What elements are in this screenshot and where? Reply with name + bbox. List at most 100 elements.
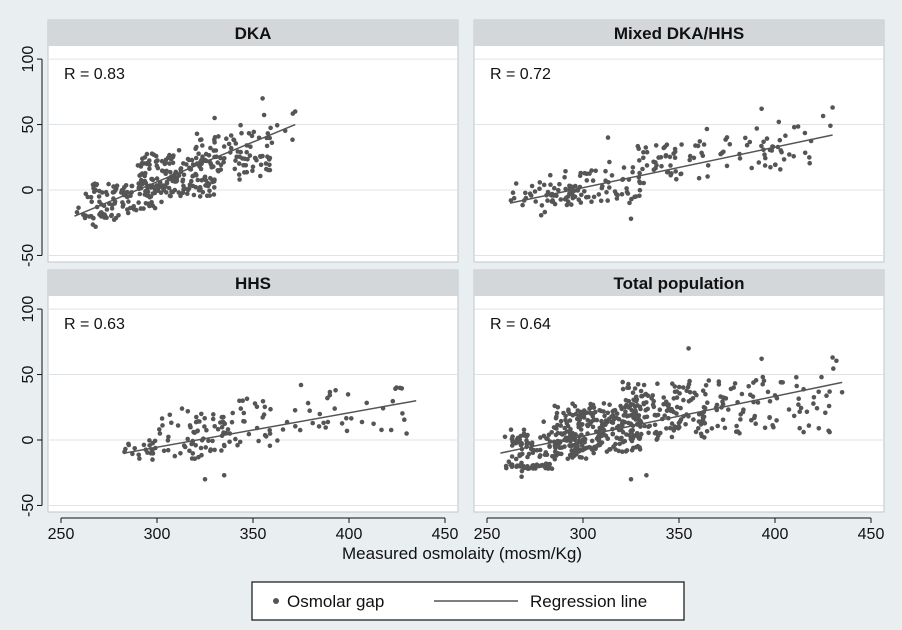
data-point xyxy=(222,421,228,427)
data-point xyxy=(298,382,304,388)
data-point xyxy=(599,422,605,428)
data-point xyxy=(180,190,186,196)
y-tick-label: 50 xyxy=(20,366,37,384)
data-point xyxy=(388,427,394,433)
data-point xyxy=(172,177,178,182)
data-point xyxy=(181,172,187,178)
plot-area xyxy=(47,269,459,513)
data-point xyxy=(202,424,207,429)
data-point xyxy=(795,124,801,129)
data-point xyxy=(611,444,616,449)
data-point xyxy=(178,193,183,199)
data-point xyxy=(519,468,525,474)
data-point xyxy=(604,420,610,425)
data-point xyxy=(681,397,686,403)
data-point xyxy=(185,191,190,196)
data-point xyxy=(591,194,597,200)
data-point xyxy=(262,404,268,410)
data-point xyxy=(97,212,102,217)
data-point xyxy=(122,185,127,190)
data-point xyxy=(584,178,590,183)
data-point xyxy=(634,413,639,418)
data-point xyxy=(198,445,204,451)
data-point xyxy=(178,451,183,456)
data-point xyxy=(774,395,780,401)
data-point xyxy=(691,417,696,422)
data-point xyxy=(150,177,156,183)
data-point xyxy=(764,136,770,141)
data-point xyxy=(543,450,549,455)
data-point xyxy=(820,113,826,119)
data-point xyxy=(700,153,706,158)
data-point xyxy=(570,455,575,460)
data-point xyxy=(633,444,639,450)
data-point xyxy=(260,399,266,404)
data-point xyxy=(626,381,631,387)
data-point xyxy=(193,443,198,448)
r-label: R = 0.64 xyxy=(490,316,551,333)
data-point xyxy=(674,404,680,410)
data-point xyxy=(132,446,137,451)
data-point xyxy=(196,151,201,156)
regression-line xyxy=(500,381,843,454)
data-point xyxy=(263,161,269,166)
data-point xyxy=(681,385,686,390)
data-point xyxy=(744,142,750,148)
data-point xyxy=(672,149,678,154)
data-point xyxy=(241,410,247,416)
data-point xyxy=(150,457,155,462)
data-point xyxy=(746,384,751,389)
data-point xyxy=(596,437,602,442)
data-point xyxy=(202,174,208,180)
data-point xyxy=(620,439,626,445)
data-point xyxy=(774,418,779,423)
data-point xyxy=(627,200,632,206)
data-point xyxy=(674,395,680,400)
data-point xyxy=(552,443,558,448)
data-point xyxy=(197,137,203,143)
data-point xyxy=(562,431,567,436)
data-point xyxy=(169,189,174,194)
data-point xyxy=(624,448,630,453)
data-point xyxy=(538,463,544,468)
data-point xyxy=(233,141,239,146)
data-point xyxy=(827,389,832,394)
data-point xyxy=(828,123,833,129)
x-tick-label: 300 xyxy=(144,526,171,543)
data-point xyxy=(513,181,519,186)
data-point xyxy=(628,477,634,482)
data-point xyxy=(635,403,640,408)
data-point xyxy=(551,425,557,430)
data-point xyxy=(90,182,96,187)
data-point xyxy=(559,451,564,457)
data-point xyxy=(521,431,527,436)
data-point xyxy=(240,398,245,404)
data-point xyxy=(619,192,625,197)
data-point xyxy=(529,183,535,189)
data-point xyxy=(804,409,810,415)
data-point xyxy=(638,388,644,394)
data-point xyxy=(620,379,625,385)
data-point xyxy=(607,159,612,165)
data-point xyxy=(644,163,650,168)
x-tick-label: 250 xyxy=(474,526,501,543)
legend-point-marker xyxy=(273,598,279,604)
data-point xyxy=(760,382,765,387)
data-point xyxy=(166,185,172,191)
data-point xyxy=(642,423,647,429)
data-point xyxy=(74,210,80,215)
data-point xyxy=(686,346,691,351)
data-point xyxy=(145,450,150,455)
data-point xyxy=(179,406,185,411)
data-point xyxy=(778,167,783,172)
data-point xyxy=(163,160,169,166)
data-point xyxy=(211,148,217,153)
data-point xyxy=(267,428,273,433)
data-point xyxy=(193,184,199,190)
data-point xyxy=(126,199,131,204)
data-point xyxy=(542,209,548,215)
data-point xyxy=(601,401,607,406)
data-point xyxy=(791,154,796,159)
data-point xyxy=(590,413,595,419)
data-point xyxy=(267,155,273,161)
